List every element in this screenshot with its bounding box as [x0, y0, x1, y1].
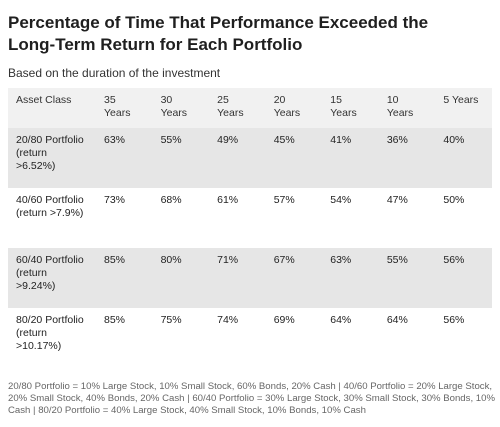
- header-cell: 15 Years: [322, 88, 379, 128]
- table-cell: 75%: [160, 314, 182, 326]
- table-cell: 68%: [160, 194, 182, 206]
- header-cell: 20 Years: [265, 88, 323, 128]
- table-cell: 64%: [330, 314, 352, 326]
- header-cell: 5 Years: [435, 88, 492, 128]
- table-row: 60/40 Portfolio (return >9.24%) 85% 80% 71%…: [8, 248, 492, 308]
- table-cell: 64%: [386, 314, 408, 326]
- table-cell: 56%: [435, 248, 492, 308]
- table-row: 20/80 Portfolio (return >6.52%) 63% 55% 49%…: [8, 128, 492, 188]
- header-row: Asset Class 35 Years 30 Years 25 Years 20 Ye…: [8, 88, 492, 128]
- subtitle: Based on the duration of the investment: [8, 66, 221, 80]
- table-cell: 49%: [209, 128, 266, 188]
- table-cell: 55%: [378, 248, 436, 308]
- table-cell: 47%: [386, 194, 408, 206]
- table-cell: 74%: [217, 314, 239, 326]
- table-cell: 36%: [378, 128, 436, 188]
- footnote: 20/80 Portfolio = 10% Large Stock, 10% S…: [8, 381, 495, 416]
- table-cell: 67%: [265, 248, 323, 308]
- table-cell: 80%: [152, 248, 210, 308]
- table-cell: 85%: [104, 314, 126, 326]
- table-cell: 41%: [322, 128, 379, 188]
- header-cell: 35 Years: [96, 88, 153, 128]
- header-cell: 10 Years: [378, 88, 436, 128]
- table-cell: 56%: [443, 314, 465, 326]
- table-cell: 40%: [435, 128, 492, 188]
- table-cell: 54%: [330, 194, 352, 206]
- table-row: 40/60 Portfolio (return >7.9%) 73% 68% 61% 5…: [8, 188, 492, 248]
- table-cell: 61%: [217, 194, 239, 206]
- row-label: 40/60 Portfolio (return >7.9%): [16, 194, 84, 219]
- row-label: 80/20 Portfolio (return >10.17%): [16, 314, 84, 352]
- table-cell: 50%: [443, 194, 465, 206]
- table-cell: 55%: [152, 128, 210, 188]
- table-cell: 71%: [209, 248, 266, 308]
- table: Asset Class 35 Years 30 Years 25 Years 20 Ye…: [8, 88, 492, 368]
- row-label: 60/40 Portfolio (return >9.24%): [8, 248, 96, 308]
- table-cell: 69%: [273, 314, 295, 326]
- table-cell: 73%: [104, 194, 126, 206]
- table-cell: 45%: [265, 128, 323, 188]
- header-cell: 25 Years: [209, 88, 266, 128]
- table-cell: 57%: [273, 194, 295, 206]
- header-cell: 30 Years: [152, 88, 210, 128]
- header-cell: Asset Class: [8, 88, 96, 128]
- table-row: 80/20 Portfolio (return >10.17%) 85% 75% 74…: [8, 308, 492, 368]
- table-cell: 63%: [322, 248, 379, 308]
- row-label: 20/80 Portfolio (return >6.52%): [8, 128, 96, 188]
- title: Percentage of Time That Performance Exce…: [8, 13, 429, 54]
- table-cell: 85%: [96, 248, 153, 308]
- table-cell: 63%: [96, 128, 153, 188]
